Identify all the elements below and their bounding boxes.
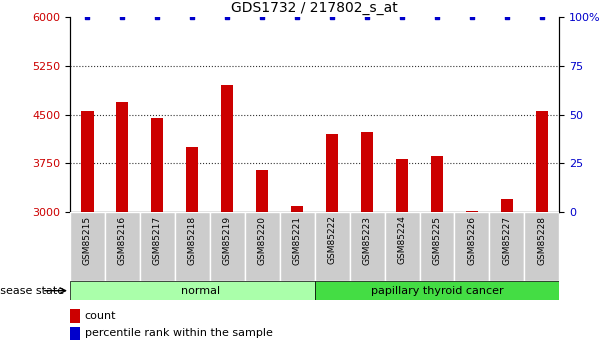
Text: GSM85222: GSM85222 — [328, 216, 337, 265]
Bar — [116, 102, 128, 212]
Point — [83, 14, 92, 20]
Bar — [70, 212, 105, 281]
Bar — [186, 147, 198, 212]
Bar — [140, 212, 175, 281]
Bar — [315, 281, 559, 300]
Bar — [70, 309, 80, 323]
Point — [537, 14, 547, 20]
Text: percentile rank within the sample: percentile rank within the sample — [85, 328, 272, 338]
Bar — [70, 327, 80, 340]
Point — [117, 14, 127, 20]
Bar — [431, 156, 443, 212]
Bar — [210, 212, 244, 281]
Point — [187, 14, 197, 20]
Bar — [454, 212, 489, 281]
Text: GSM85225: GSM85225 — [432, 216, 441, 265]
Bar — [175, 212, 210, 281]
Point — [467, 14, 477, 20]
Point — [153, 14, 162, 20]
Bar — [350, 212, 384, 281]
Point — [502, 14, 512, 20]
Text: GSM85220: GSM85220 — [258, 216, 267, 265]
Point — [327, 14, 337, 20]
Bar — [420, 212, 454, 281]
Point — [397, 14, 407, 20]
Point — [257, 14, 267, 20]
Text: papillary thyroid cancer: papillary thyroid cancer — [371, 286, 503, 296]
Bar — [244, 212, 280, 281]
Text: GSM85218: GSM85218 — [188, 216, 197, 265]
Bar — [256, 170, 268, 212]
Text: GSM85216: GSM85216 — [118, 216, 127, 265]
Text: GSM85227: GSM85227 — [502, 216, 511, 265]
Point — [223, 14, 232, 20]
Text: GSM85221: GSM85221 — [292, 216, 302, 265]
Text: disease state: disease state — [0, 286, 64, 296]
Bar — [70, 281, 315, 300]
Bar — [81, 111, 94, 212]
Bar — [326, 134, 338, 212]
Bar — [396, 159, 408, 212]
Bar — [524, 212, 559, 281]
Bar — [536, 111, 548, 212]
Bar — [501, 199, 513, 212]
Bar — [361, 132, 373, 212]
Bar — [385, 212, 420, 281]
Text: GSM85219: GSM85219 — [223, 216, 232, 265]
Text: GSM85217: GSM85217 — [153, 216, 162, 265]
Bar — [315, 212, 350, 281]
Point — [362, 14, 372, 20]
Text: GSM85224: GSM85224 — [398, 216, 407, 265]
Text: GSM85228: GSM85228 — [537, 216, 547, 265]
Text: GSM85226: GSM85226 — [468, 216, 477, 265]
Text: GSM85215: GSM85215 — [83, 216, 92, 265]
Bar — [280, 212, 315, 281]
Bar — [221, 86, 233, 212]
Text: normal: normal — [181, 286, 221, 296]
Bar — [105, 212, 140, 281]
Bar — [291, 206, 303, 212]
Text: GSM85223: GSM85223 — [362, 216, 371, 265]
Text: count: count — [85, 311, 116, 321]
Title: GDS1732 / 217802_s_at: GDS1732 / 217802_s_at — [231, 1, 398, 15]
Bar — [466, 211, 478, 212]
Point — [292, 14, 302, 20]
Point — [432, 14, 442, 20]
Bar — [151, 118, 164, 212]
Bar — [489, 212, 525, 281]
